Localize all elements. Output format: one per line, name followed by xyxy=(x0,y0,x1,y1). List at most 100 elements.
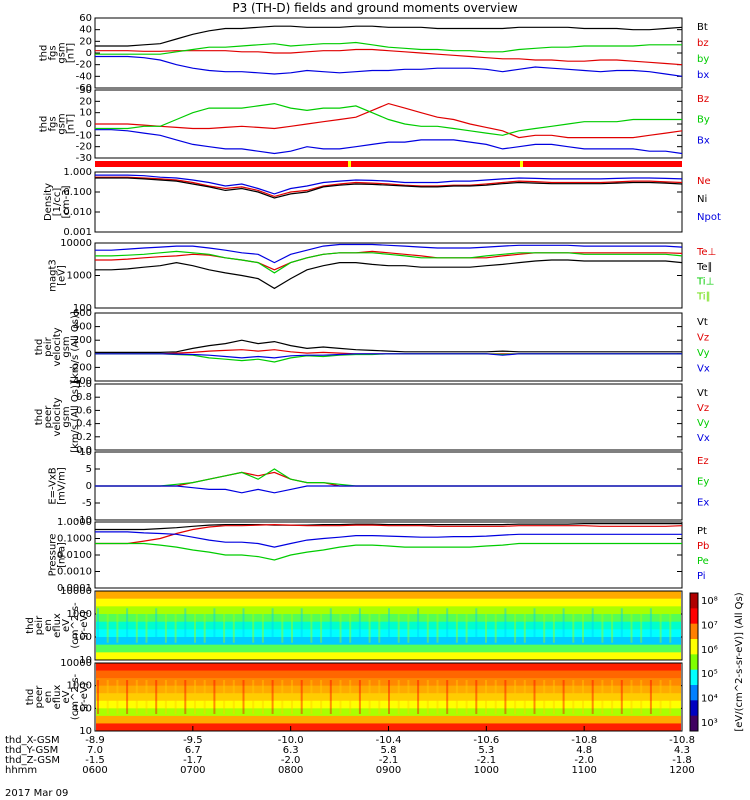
y-tick-label: -20 xyxy=(76,142,92,153)
y-tick-label: 0 xyxy=(86,481,92,492)
y-tick-label: -20 xyxy=(76,60,92,71)
spectrogram-streak xyxy=(174,608,177,643)
panel-frame xyxy=(94,312,683,382)
y-axis-label-line: peer xyxy=(43,405,54,429)
y-tick-label: 0.0010 xyxy=(57,567,92,578)
y-tick-label: -60 xyxy=(76,83,92,94)
legend-entry: Vx xyxy=(697,364,710,375)
spectrogram-streak xyxy=(659,608,662,643)
x-tick-label: 0800 xyxy=(278,765,303,776)
spectrogram-streak xyxy=(591,608,594,643)
spectrogram-streak xyxy=(601,608,604,643)
y-axis-label-line: thd xyxy=(25,617,36,634)
panel-frame xyxy=(94,171,683,233)
spectrogram-band xyxy=(96,606,681,615)
series-line-by xyxy=(95,41,682,55)
x-tick-label: -1.7 xyxy=(183,755,203,766)
spectrogram-streak xyxy=(640,680,643,714)
spectrogram-streak xyxy=(252,680,255,714)
x-tick-label: 1100 xyxy=(571,765,596,776)
y-axis-label-line: peer xyxy=(34,685,45,709)
spectrogram-band xyxy=(96,614,681,623)
spectrogram-streak xyxy=(485,608,487,643)
spectrogram-streak xyxy=(378,680,381,714)
legend-entry: Ti∥ xyxy=(696,291,711,302)
spectrogram-streak xyxy=(504,680,507,714)
y-tick-label: 0 xyxy=(86,349,92,360)
series-line-Bt xyxy=(95,25,683,47)
spectrogram-streak xyxy=(514,680,517,714)
spectrogram-streak xyxy=(223,608,226,643)
panel-density: 1.000 0.100 0.010 0.001 Density[1/cc][cm-3] N… xyxy=(43,167,721,238)
x-tick-label: 0600 xyxy=(82,765,107,776)
spectrogram-streak xyxy=(572,608,575,643)
figure-title: P3 (TH-D) fields and ground moments over… xyxy=(232,1,517,15)
spectrogram-streak xyxy=(552,680,555,714)
x-tick-label: 4.8 xyxy=(576,745,592,756)
y-axis-label-line: eV xyxy=(61,690,72,703)
spectrogram-streak xyxy=(145,608,148,643)
spectrogram-streak xyxy=(649,680,652,714)
spectrogram-streak xyxy=(358,680,361,714)
y-tick-label: 100 xyxy=(73,703,92,714)
legend-entry: Ti⊥ xyxy=(696,277,714,288)
series-line-bz xyxy=(95,48,683,66)
x-tick-label: 5.3 xyxy=(478,745,494,756)
spectrogram-streak xyxy=(349,608,352,643)
y-tick-label: 10000 xyxy=(60,658,92,669)
y-axis-label-line: peir xyxy=(43,336,54,356)
y-tick-label: -10 xyxy=(76,130,92,141)
x-tick-label: 1000 xyxy=(474,765,499,776)
y-axis-label-line: (cm^2-s- xyxy=(70,602,81,649)
legend-entry: bz xyxy=(697,38,709,49)
y-tick-label: 5 xyxy=(86,464,92,475)
quality-bar xyxy=(95,161,682,167)
spectrogram-streak xyxy=(620,680,623,714)
x-tick-label: -8.9 xyxy=(85,735,105,746)
y-axis-label-line: fgs xyxy=(48,45,59,60)
legend-entry: Vz xyxy=(697,403,709,414)
y-tick-label: -10 xyxy=(76,515,92,526)
spectrogram-streak xyxy=(194,680,196,714)
legend-entry: Pb xyxy=(697,541,709,552)
x-tick-label: 4.3 xyxy=(674,745,690,756)
spectrogram-streak xyxy=(145,680,148,714)
panel-peer-velocity: 1.00.80.60.40.20.0thdpeervelocitygsm[km/… xyxy=(34,379,710,456)
legend-entry: Te⊥ xyxy=(696,247,716,258)
spectrogram-streak xyxy=(291,680,293,714)
spectrogram-streak xyxy=(329,680,332,714)
series-line-Tell xyxy=(95,259,683,290)
legend-entry: Vz xyxy=(697,333,709,344)
spectrogram-streak xyxy=(485,680,487,714)
spectrogram-streak xyxy=(242,680,245,714)
spectrogram-streak xyxy=(669,608,672,643)
x-tick-label: -2.1 xyxy=(477,755,497,766)
spectrogram-streak xyxy=(455,608,458,643)
spectrogram-streak xyxy=(126,608,129,643)
series-line-Vt xyxy=(95,339,682,353)
y-axis-label: Density[1/cc][cm-3] xyxy=(43,183,72,221)
spectrogram-streak xyxy=(232,608,235,643)
spectrogram-streak xyxy=(388,680,390,714)
spectrogram-streak xyxy=(669,680,672,714)
spectrogram-streak xyxy=(281,680,284,714)
x-row-label: thd_X-GSM xyxy=(5,735,60,746)
spectrogram-streak xyxy=(261,680,264,714)
y-axis-label-line: [eV] xyxy=(57,265,68,286)
y-axis-label-line: [1/cc] xyxy=(52,188,63,217)
colorbar-tick-label: 10⁷ xyxy=(701,620,718,631)
spectrogram-streak xyxy=(242,608,245,643)
spectrogram-streak xyxy=(252,608,255,643)
colorbar-swatch xyxy=(690,623,698,640)
spectrogram-streak xyxy=(611,608,614,643)
y-axis-label-line: velocity xyxy=(52,327,63,366)
spectrogram-band xyxy=(96,629,681,638)
spectrogram-streak xyxy=(417,680,420,714)
spectrogram-streak xyxy=(630,608,633,643)
legend-entry: Ey xyxy=(697,477,709,488)
y-axis-label-line: sr-eV) xyxy=(79,682,90,711)
y-tick-label: 0 xyxy=(86,48,92,59)
series-line-By xyxy=(95,102,682,136)
y-tick-label: -40 xyxy=(76,71,92,82)
